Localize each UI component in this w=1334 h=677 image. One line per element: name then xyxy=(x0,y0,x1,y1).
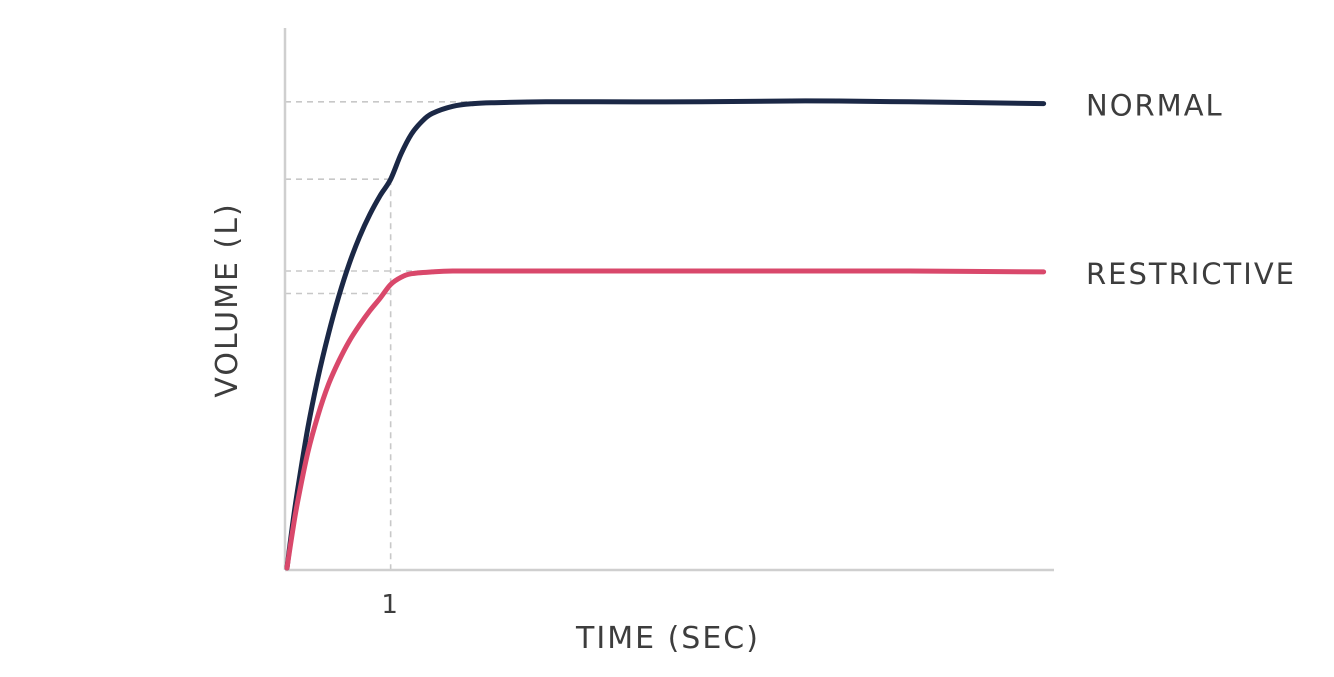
series-label-normal: NORMAL xyxy=(1086,89,1224,123)
x-ticks: 1 xyxy=(381,590,400,620)
guide-lines xyxy=(285,101,536,570)
series-line-restrictive xyxy=(284,268,1047,571)
x-axis-title: TIME (SEC) xyxy=(575,621,760,656)
x-tick-label: 1 xyxy=(381,590,400,620)
y-axis-title: VOLUME (L) xyxy=(210,202,245,397)
series-group: NORMAL RESTRICTIVE xyxy=(284,89,1296,571)
series-line-normal xyxy=(284,98,1047,571)
series-label-restrictive: RESTRICTIVE xyxy=(1086,257,1296,291)
